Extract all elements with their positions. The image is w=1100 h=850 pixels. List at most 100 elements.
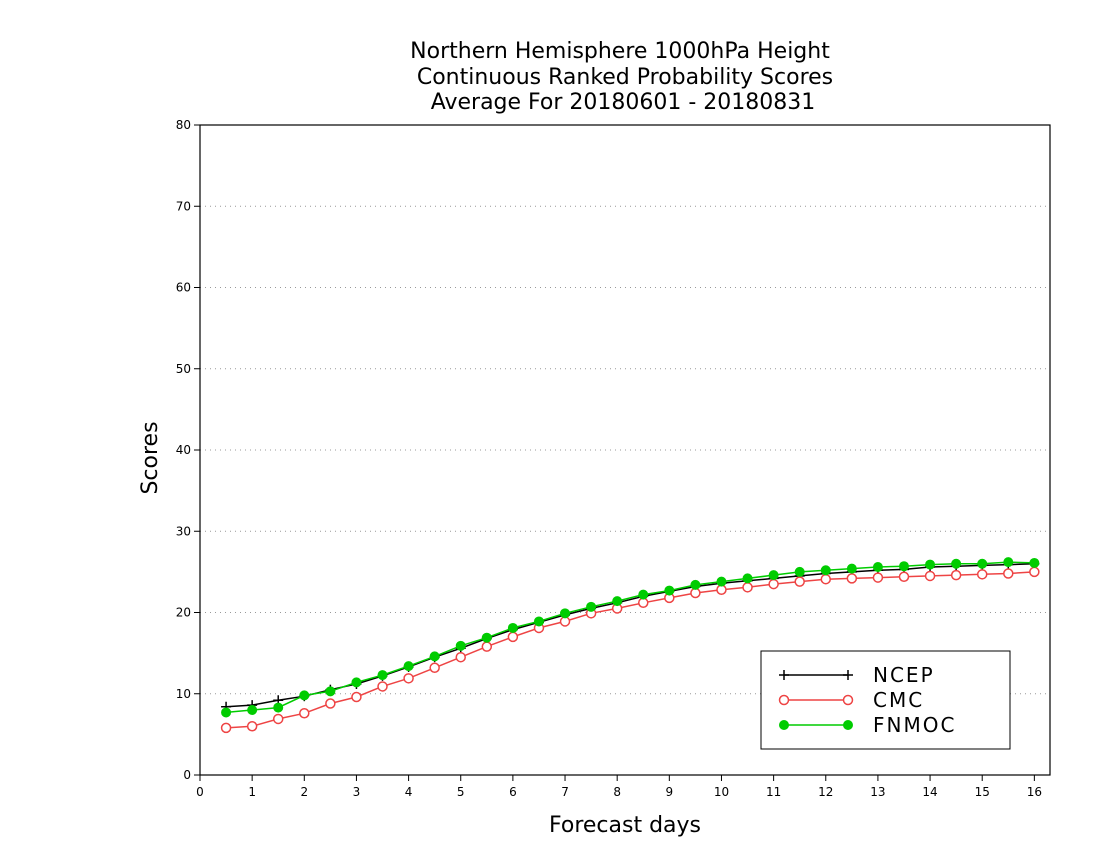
data-point	[846, 573, 858, 584]
data-point	[898, 571, 910, 582]
series-fnmoc	[221, 557, 1040, 718]
x-tick-label: 8	[613, 785, 621, 799]
data-point	[924, 570, 936, 582]
data-point	[950, 569, 962, 581]
x-tick-label: 10	[714, 785, 729, 799]
data-point	[842, 694, 854, 706]
data-point	[768, 578, 779, 590]
data-point	[779, 720, 789, 730]
x-tick-label: 0	[196, 785, 204, 799]
grid-lines	[200, 205, 1050, 695]
data-point	[1003, 568, 1014, 579]
data-point	[507, 622, 518, 633]
legend-item-ncep: NCEP	[779, 663, 935, 687]
data-point	[220, 722, 232, 734]
data-point	[377, 681, 388, 692]
data-point	[778, 694, 790, 706]
data-point	[794, 576, 805, 587]
x-tick-label: 7	[561, 785, 569, 799]
data-point	[481, 632, 492, 643]
data-point	[794, 566, 805, 577]
data-point	[560, 608, 571, 619]
data-point	[351, 691, 362, 703]
y-tick-label: 70	[176, 199, 191, 213]
data-point	[299, 690, 310, 701]
y-tick-label: 80	[176, 118, 191, 132]
data-point	[690, 579, 701, 590]
data-point	[742, 573, 753, 584]
title-line-2: Continuous Ranked Probability Scores	[417, 65, 833, 90]
data-point	[221, 707, 232, 718]
data-point	[533, 616, 544, 627]
series-lines	[220, 557, 1040, 734]
data-point	[977, 558, 988, 569]
data-point	[779, 670, 789, 680]
data-point	[1029, 566, 1040, 578]
data-point	[455, 640, 466, 651]
data-point	[612, 596, 623, 607]
y-tick-label: 30	[176, 524, 191, 538]
data-point	[1003, 557, 1014, 568]
data-point	[246, 721, 258, 732]
data-point	[846, 563, 857, 574]
data-point	[664, 585, 675, 596]
data-point	[872, 562, 883, 572]
x-tick-label: 3	[353, 785, 361, 799]
data-point	[742, 582, 753, 593]
x-tick-label: 1	[248, 785, 256, 799]
data-point	[455, 651, 466, 663]
data-point	[820, 565, 831, 576]
data-point	[716, 576, 727, 587]
data-point	[638, 589, 649, 600]
data-point	[247, 705, 258, 715]
data-point	[403, 673, 414, 684]
x-tick-label: 15	[975, 785, 990, 799]
legend-label-cmc: CMC	[873, 688, 924, 712]
y-axis-label: Scores	[138, 421, 163, 494]
data-point	[325, 686, 336, 697]
data-point	[481, 641, 493, 652]
x-tick-label: 16	[1027, 785, 1042, 799]
data-point	[820, 573, 832, 585]
data-point	[768, 570, 779, 581]
x-tick-label: 2	[300, 785, 308, 799]
data-point	[925, 559, 936, 570]
data-point	[507, 631, 519, 643]
legend-label-fnmoc: FNMOC	[873, 713, 956, 737]
data-point	[951, 558, 962, 569]
x-tick-label: 13	[870, 785, 885, 799]
data-point	[273, 702, 284, 713]
data-point	[377, 670, 388, 681]
x-tick-label: 5	[457, 785, 465, 799]
data-point	[1029, 557, 1040, 568]
data-point	[843, 670, 853, 680]
x-tick-label: 9	[666, 785, 674, 799]
y-tick-label: 40	[176, 443, 191, 457]
x-tick-label: 11	[766, 785, 781, 799]
y-tick-label: 10	[176, 687, 191, 701]
x-tick-label: 14	[922, 785, 937, 799]
data-point	[429, 651, 440, 662]
data-point	[272, 713, 284, 725]
x-tick-label: 6	[509, 785, 517, 799]
data-point	[299, 708, 310, 719]
legend-item-fnmoc: FNMOC	[779, 713, 956, 737]
data-point	[898, 561, 909, 572]
legend-label-ncep: NCEP	[873, 663, 935, 687]
data-point	[586, 601, 597, 612]
chart-title: Northern Hemisphere 1000hPa Height Conti…	[410, 39, 833, 115]
x-tick-label: 4	[405, 785, 413, 799]
title-line-3: Average For 20180601 - 20180831	[431, 90, 816, 115]
data-point	[976, 569, 988, 580]
x-axis-label: Forecast days	[549, 813, 701, 838]
x-tick-label: 12	[818, 785, 833, 799]
data-point	[403, 661, 414, 672]
title-line-1: Northern Hemisphere 1000hPa Height	[410, 39, 830, 64]
data-point	[325, 698, 336, 709]
y-tick-label: 60	[176, 281, 191, 295]
data-point	[843, 720, 853, 730]
data-point	[429, 662, 440, 673]
